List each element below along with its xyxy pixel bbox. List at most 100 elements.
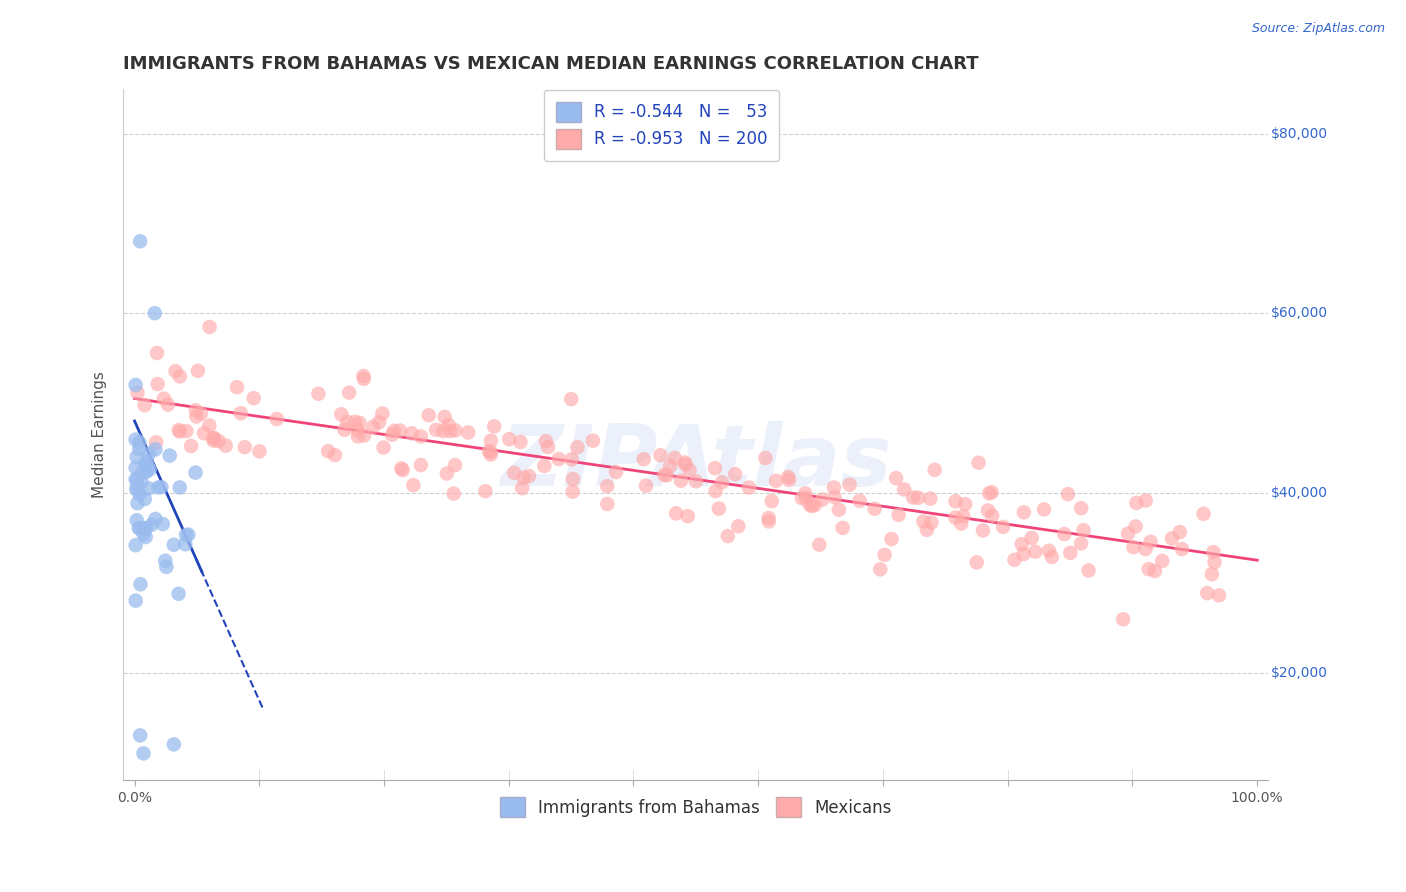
Point [229,406,252,420]
Point [824,490,846,504]
Point [242,391,264,405]
Point [945,494,967,508]
Point [208,434,231,449]
Point [333,423,356,437]
Point [704,484,727,499]
Point [1125,519,1147,533]
Point [128,435,150,450]
Point [509,434,531,449]
Point [950,516,973,531]
Point [190,407,212,421]
Point [1070,501,1092,516]
Point [391,463,413,477]
Point [249,444,271,458]
Point [838,477,860,491]
Point [1053,527,1076,541]
Point [811,492,834,507]
Point [174,537,197,551]
Point [381,427,404,442]
Point [828,502,851,516]
Point [669,474,692,488]
Point [330,407,353,421]
Point [1021,531,1043,545]
Point [402,478,425,492]
Point [198,418,221,433]
Point [444,458,467,472]
Point [921,516,943,530]
Point [127,385,149,400]
Point [479,448,502,462]
Point [124,433,146,447]
Point [128,521,150,535]
Point [177,527,200,541]
Point [349,416,371,430]
Point [1059,546,1081,560]
Point [966,555,988,569]
Point [972,524,994,538]
Point [128,521,150,535]
Point [135,454,157,468]
Point [991,520,1014,534]
Point [347,429,370,443]
Point [1137,562,1160,576]
Point [510,481,533,495]
Point [129,577,152,591]
Point [145,512,167,526]
Point [1135,493,1157,508]
Point [953,497,976,511]
Point [1012,547,1035,561]
Point [323,448,346,462]
Point [967,456,990,470]
Point [754,450,776,465]
Point [353,428,375,442]
Point [174,528,197,542]
Point [778,470,800,484]
Point [673,456,696,470]
Point [143,442,166,457]
Point [124,538,146,552]
Point [444,423,467,437]
Point [1024,545,1046,559]
Point [1112,612,1135,626]
Point [758,515,780,529]
Point [794,491,817,505]
Point [125,593,148,607]
Point [800,499,823,513]
Point [135,465,157,479]
Point [848,494,870,508]
Point [512,471,534,485]
Point [193,426,215,441]
Point [316,444,339,458]
Point [981,508,1004,523]
Point [215,439,238,453]
Point [371,407,394,421]
Point [869,562,891,576]
Point [1139,534,1161,549]
Point [790,491,813,506]
Point [1201,567,1223,582]
Point [146,377,169,392]
Point [479,445,502,459]
Point [503,466,526,480]
Point [560,392,582,406]
Point [547,452,569,467]
Point [794,486,817,500]
Point [561,484,583,499]
Point [761,494,783,508]
Point [880,532,903,546]
Point [1208,588,1230,602]
Point [163,538,186,552]
Point [1033,502,1056,516]
Point [1197,586,1219,600]
Point [184,466,207,480]
Point [887,508,910,522]
Point [169,369,191,384]
Point [1057,487,1080,501]
Point [1116,526,1139,541]
Point [665,507,688,521]
Point [498,432,520,446]
Point [187,364,209,378]
Point [1070,536,1092,550]
Point [433,409,456,424]
Point [673,458,696,472]
